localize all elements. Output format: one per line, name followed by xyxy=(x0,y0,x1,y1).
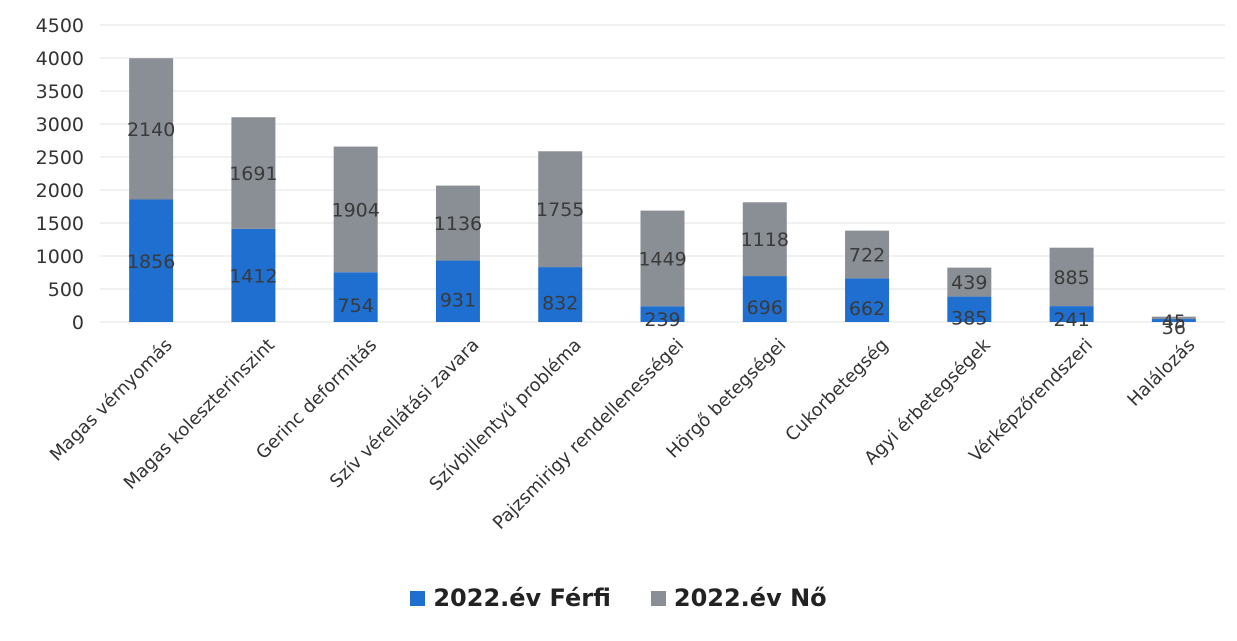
legend-swatch-no xyxy=(650,590,666,606)
data-labels: 1856 2140 1412 1691 754 1904 931 1136 832 1755 239… xyxy=(127,119,1186,339)
legend-label-ferfi: 2022.év Férfi xyxy=(433,584,611,612)
bar-segment-no xyxy=(435,185,480,261)
data-label-ferfi: 241 xyxy=(1053,309,1089,331)
bar-segment-no xyxy=(1049,247,1094,307)
bar-segment-ferfi xyxy=(1049,306,1094,322)
bar-segment-no xyxy=(231,117,276,229)
x-category-label: Halálozás xyxy=(1123,335,1199,411)
bar-segment-ferfi xyxy=(129,199,174,322)
bar-segment-ferfi xyxy=(947,296,992,322)
data-label-ferfi: 754 xyxy=(338,295,374,317)
y-axis: 0 500 1000 1500 2000 2500 3000 3500 4000 4500 xyxy=(36,15,84,334)
legend: 2022.év Férfi 2022.év Nő xyxy=(0,584,1237,612)
data-label-no: 1755 xyxy=(536,199,584,221)
data-label-no: 1136 xyxy=(434,213,482,235)
bar-segment-no xyxy=(742,202,787,277)
x-category-label: Cukorbetegség xyxy=(781,335,892,446)
data-label-ferfi: 931 xyxy=(440,289,476,311)
bar-segment-no xyxy=(333,146,378,273)
data-label-no: 1118 xyxy=(741,229,789,251)
bar-segment-no xyxy=(845,230,890,279)
data-label-no: 722 xyxy=(849,244,885,266)
data-label-no: 885 xyxy=(1053,267,1089,289)
data-label-ferfi: 1856 xyxy=(127,251,175,273)
bar-segment-ferfi xyxy=(1151,319,1196,322)
y-tick-label: 4000 xyxy=(36,48,84,70)
bar-segment-ferfi xyxy=(231,228,276,322)
y-tick-label: 4500 xyxy=(36,15,84,37)
data-label-no: 1691 xyxy=(229,163,277,185)
data-label-no: 439 xyxy=(951,272,987,294)
bar-segment-no xyxy=(129,58,174,200)
data-label-ferfi: 385 xyxy=(951,307,987,329)
y-tick-label: 500 xyxy=(48,279,84,301)
y-tick-label: 3500 xyxy=(36,81,84,103)
data-label-ferfi: 832 xyxy=(542,293,578,315)
data-label-ferfi: 696 xyxy=(747,297,783,319)
data-label-ferfi: 1412 xyxy=(229,265,277,287)
y-tick-label: 3000 xyxy=(36,114,84,136)
data-label-no: 1449 xyxy=(638,248,686,270)
data-label-ferfi: 239 xyxy=(644,309,680,331)
x-category-label: Pajzsmirigy rendellenességei xyxy=(489,335,688,534)
bar-segment-ferfi xyxy=(742,276,787,322)
bar-segment-ferfi xyxy=(333,272,378,322)
data-label-ferfi: 662 xyxy=(849,298,885,320)
y-tick-label: 0 xyxy=(72,312,84,334)
bar-segment-ferfi xyxy=(538,267,583,322)
legend-item-ferfi: 2022.év Férfi xyxy=(410,584,611,612)
legend-swatch-ferfi xyxy=(410,590,426,606)
y-tick-label: 2000 xyxy=(36,180,84,202)
bars xyxy=(129,58,1196,322)
data-label-ferfi: 45 xyxy=(1162,311,1186,333)
data-label-no: 36 xyxy=(1162,317,1186,339)
bar-segment-no xyxy=(1151,316,1196,320)
bar-segment-no xyxy=(538,151,583,268)
bar-segment-ferfi xyxy=(845,278,890,322)
gridlines xyxy=(100,24,1225,323)
y-tick-label: 1500 xyxy=(36,213,84,235)
data-label-no: 2140 xyxy=(127,119,175,141)
data-label-no: 1904 xyxy=(332,199,380,221)
legend-item-no: 2022.év Nő xyxy=(650,584,827,612)
y-tick-label: 2500 xyxy=(36,147,84,169)
legend-label-no: 2022.év Nő xyxy=(673,584,827,612)
bar-segment-ferfi xyxy=(435,260,480,322)
bar-segment-no xyxy=(640,210,685,307)
bar-segment-ferfi xyxy=(640,306,685,322)
y-tick-label: 1000 xyxy=(36,246,84,268)
bar-segment-no xyxy=(947,267,992,297)
